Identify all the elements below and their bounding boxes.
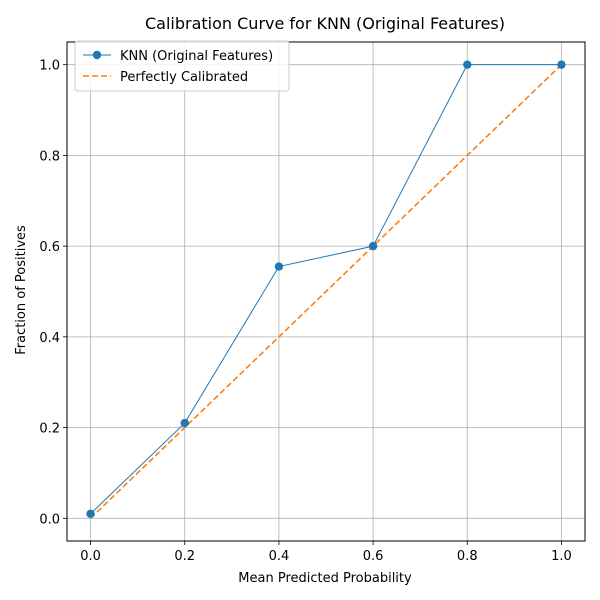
- reference-series: [89, 64, 563, 519]
- y-tick-label: 0.2: [39, 422, 60, 437]
- legend-box: [74, 40, 290, 92]
- x-tick-label: 0.6: [363, 549, 384, 564]
- x-tick-label: 0.8: [457, 549, 478, 564]
- reference-line: [89, 64, 563, 519]
- legend: KNN (Original Features) Perfectly Calibra…: [74, 40, 290, 92]
- chart-title: Calibration Curve for KNN (Original Feat…: [145, 14, 505, 33]
- data-point: [274, 262, 284, 271]
- y-axis-label: Fraction of Positives: [14, 225, 29, 355]
- data-point: [86, 509, 95, 518]
- data-point: [180, 418, 189, 428]
- legend-label-knn: KNN (Original Features): [120, 49, 273, 64]
- x-axis-label: Mean Predicted Probability: [238, 571, 412, 586]
- series-line: [90, 64, 562, 515]
- plot-frame: [66, 41, 586, 542]
- legend-marker-knn: [92, 50, 102, 60]
- y-tick-label: 0.8: [39, 149, 60, 164]
- data-point: [557, 60, 566, 69]
- x-tick-label: 0.4: [269, 549, 290, 564]
- y-tick-label: 1.0: [39, 59, 60, 74]
- y-tick-label: 0.0: [39, 512, 60, 527]
- x-tick-label: 1.0: [551, 549, 572, 564]
- grid-lines: [67, 42, 585, 541]
- x-tick-label: 0.2: [174, 549, 195, 564]
- legend-label-reference: Perfectly Calibrated: [120, 70, 248, 85]
- y-tick-label: 0.6: [39, 240, 60, 255]
- x-tick-label: 0.0: [80, 549, 101, 564]
- axis-ticks: 0.0 0.2 0.4 0.6 0.8 1.0 0.0 0.2 0.4 0.6 0.8 1.0: [39, 59, 571, 564]
- data-point: [368, 241, 378, 251]
- data-point: [463, 60, 472, 69]
- y-tick-label: 0.4: [39, 331, 60, 346]
- data-series: [86, 60, 566, 518]
